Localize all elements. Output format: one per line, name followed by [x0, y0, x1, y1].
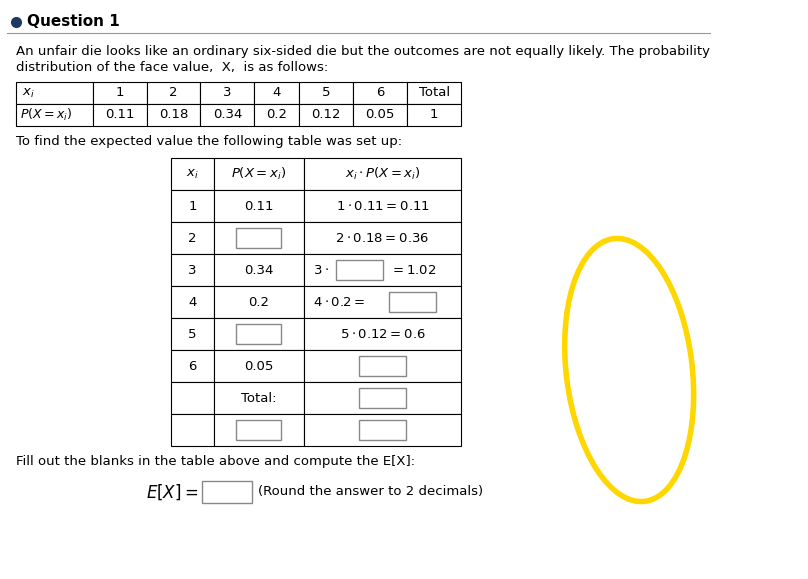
Bar: [304, 382, 461, 414]
Bar: [353, 82, 407, 104]
Text: 5: 5: [322, 86, 330, 100]
Text: 1: 1: [116, 86, 124, 100]
Bar: [359, 420, 406, 440]
Text: 6: 6: [376, 86, 385, 100]
Bar: [170, 190, 214, 222]
Bar: [146, 82, 200, 104]
Text: 4: 4: [188, 295, 196, 309]
Text: An unfair die looks like an ordinary six-sided die but the outcomes are not equa: An unfair die looks like an ordinary six…: [16, 46, 710, 58]
Bar: [214, 222, 304, 254]
Text: 1: 1: [188, 200, 196, 212]
Bar: [202, 481, 251, 503]
Text: $3\cdot$: $3\cdot$: [313, 263, 329, 277]
Bar: [170, 286, 214, 318]
Bar: [214, 286, 304, 318]
Bar: [304, 254, 461, 286]
Bar: [255, 104, 299, 126]
Bar: [299, 82, 353, 104]
Bar: [304, 318, 461, 350]
Text: Question 1: Question 1: [27, 14, 120, 30]
Text: $= 1.02$: $= 1.02$: [390, 263, 436, 277]
Text: Total:: Total:: [241, 391, 276, 405]
Bar: [214, 414, 304, 446]
Text: 5: 5: [188, 328, 196, 340]
Bar: [237, 420, 281, 440]
Bar: [16, 82, 93, 104]
Text: $x_i \cdot P(X = x_i)$: $x_i \cdot P(X = x_i)$: [344, 166, 420, 182]
Bar: [214, 158, 304, 190]
Bar: [93, 82, 146, 104]
Bar: [214, 382, 304, 414]
Text: 0.34: 0.34: [244, 263, 274, 277]
Bar: [336, 260, 383, 280]
Text: 0.34: 0.34: [213, 108, 242, 122]
Text: $x_i$: $x_i$: [186, 167, 199, 181]
Bar: [214, 318, 304, 350]
Bar: [299, 104, 353, 126]
Text: 0.12: 0.12: [312, 108, 341, 122]
Text: To find the expected value the following table was set up:: To find the expected value the following…: [16, 135, 402, 148]
Text: 4: 4: [272, 86, 281, 100]
Bar: [304, 190, 461, 222]
Bar: [255, 82, 299, 104]
Bar: [214, 190, 304, 222]
Bar: [93, 104, 146, 126]
Bar: [359, 356, 406, 376]
Bar: [304, 414, 461, 446]
Bar: [200, 82, 255, 104]
Bar: [170, 158, 214, 190]
Bar: [16, 104, 93, 126]
Text: $4 \cdot 0.2 =$: $4 \cdot 0.2 =$: [313, 295, 365, 309]
Bar: [389, 292, 436, 312]
Bar: [304, 350, 461, 382]
Text: distribution of the face value,  X,  is as follows:: distribution of the face value, X, is as…: [16, 61, 328, 75]
Text: $2 \cdot 0.18 = 0.36$: $2 \cdot 0.18 = 0.36$: [335, 232, 430, 244]
Bar: [170, 318, 214, 350]
Text: 0.05: 0.05: [365, 108, 395, 122]
Bar: [146, 104, 200, 126]
Bar: [237, 324, 281, 344]
Bar: [170, 414, 214, 446]
Bar: [353, 104, 407, 126]
Text: 0.18: 0.18: [159, 108, 188, 122]
Text: $x_i$: $x_i$: [22, 86, 34, 100]
Text: 2: 2: [188, 232, 196, 244]
Text: 0.11: 0.11: [105, 108, 134, 122]
Text: 6: 6: [188, 360, 196, 372]
Bar: [304, 286, 461, 318]
Bar: [170, 222, 214, 254]
Bar: [304, 222, 461, 254]
Text: 3: 3: [188, 263, 196, 277]
Bar: [170, 382, 214, 414]
Text: 3: 3: [223, 86, 232, 100]
Text: 2: 2: [169, 86, 178, 100]
Text: 0.2: 0.2: [248, 295, 269, 309]
Text: 1: 1: [430, 108, 439, 122]
Bar: [359, 388, 406, 408]
Bar: [237, 228, 281, 248]
Text: $P(X = x_i)$: $P(X = x_i)$: [19, 107, 72, 123]
Text: $E[X] =$: $E[X] =$: [145, 482, 198, 502]
Text: 0.05: 0.05: [244, 360, 274, 372]
Text: 0.11: 0.11: [244, 200, 274, 212]
Bar: [170, 254, 214, 286]
Bar: [407, 104, 461, 126]
Bar: [170, 350, 214, 382]
Bar: [214, 350, 304, 382]
Text: Fill out the blanks in the table above and compute the E[X]:: Fill out the blanks in the table above a…: [16, 456, 415, 468]
Bar: [304, 158, 461, 190]
Text: $1 \cdot 0.11 = 0.11$: $1 \cdot 0.11 = 0.11$: [335, 200, 429, 212]
Text: 0.2: 0.2: [267, 108, 288, 122]
Text: $5 \cdot 0.12 = 0.6$: $5 \cdot 0.12 = 0.6$: [339, 328, 425, 340]
Bar: [214, 254, 304, 286]
Bar: [407, 82, 461, 104]
Text: Total: Total: [419, 86, 450, 100]
Bar: [200, 104, 255, 126]
Text: $P(X = x_i)$: $P(X = x_i)$: [231, 166, 287, 182]
Text: (Round the answer to 2 decimals): (Round the answer to 2 decimals): [258, 486, 483, 499]
